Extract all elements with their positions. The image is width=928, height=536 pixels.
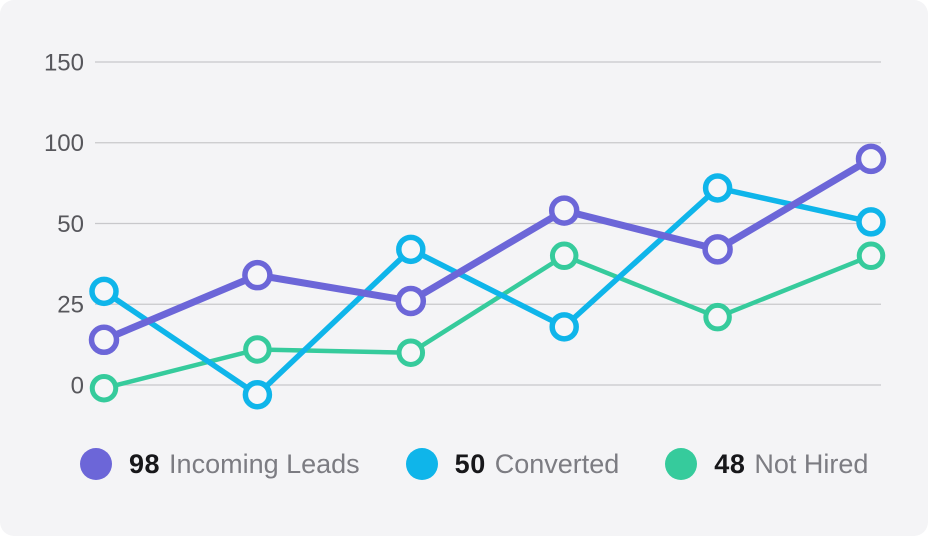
y-tick-label: 100 (44, 130, 84, 157)
series-line-0 (102, 155, 873, 344)
legend-value: 50 (454, 448, 486, 479)
data-point-marker (88, 324, 120, 356)
data-point-marker (548, 195, 580, 226)
legend-dot-not-hired (665, 448, 698, 480)
data-point-marker (396, 338, 426, 367)
data-point-marker (702, 234, 733, 265)
data-point-marker (396, 234, 426, 265)
legend-dot-converted (405, 448, 438, 480)
data-point-marker (89, 276, 119, 307)
data-point-marker (242, 259, 273, 291)
line-chart: 0 25 50 100 150 (44, 49, 887, 410)
legend-item-not-hired[interactable]: 48 Not Hired (665, 448, 868, 480)
data-point-marker (703, 302, 732, 332)
legend-value: 48 (714, 448, 746, 479)
data-point-marker (549, 241, 579, 271)
data-point-marker (855, 143, 887, 175)
y-tick-label: 25 (57, 292, 84, 319)
series-line-1 (102, 184, 872, 399)
data-point-marker (549, 312, 579, 342)
data-point-marker (242, 379, 273, 410)
chart-legend: 98 Incoming Leads 50 Converted 48 Not Hi… (0, 448, 928, 480)
legend-label: Not Hired (754, 448, 869, 479)
data-point-marker (702, 173, 733, 203)
y-tick-label: 50 (57, 211, 84, 238)
data-point-marker (856, 241, 886, 271)
legend-value: 98 (129, 448, 161, 479)
data-point-marker (856, 207, 886, 237)
y-tick-label: 0 (71, 372, 84, 399)
data-point-marker (89, 373, 119, 403)
legend-label: Converted (494, 448, 620, 479)
legend-label: Incoming Leads (169, 448, 360, 479)
y-tick-label: 150 (44, 49, 84, 76)
series-line-2 (103, 253, 872, 391)
legend-item-incoming-leads[interactable]: 98 Incoming Leads (80, 448, 360, 480)
data-point-marker (243, 335, 272, 364)
legend-dot-incoming-leads (80, 448, 112, 480)
legend-item-converted[interactable]: 50 Converted (405, 448, 620, 480)
data-point-marker (395, 285, 427, 317)
